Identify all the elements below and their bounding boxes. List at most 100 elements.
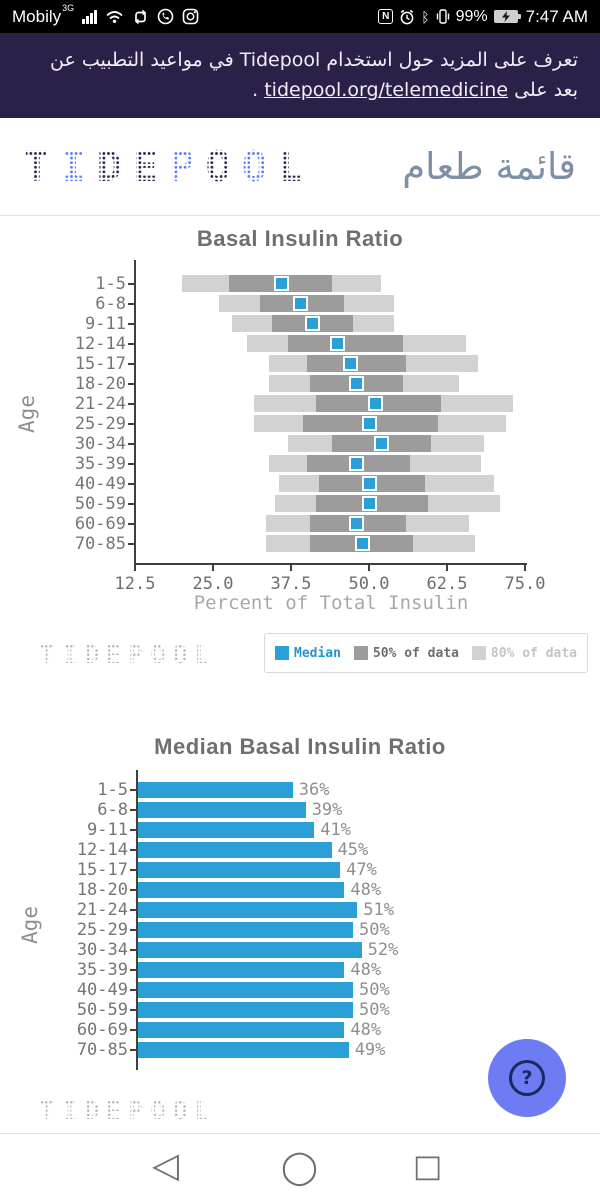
y-tick-mark xyxy=(128,282,134,285)
age-label: 70-85 xyxy=(74,533,126,554)
median-marker xyxy=(361,476,377,491)
legend-label: 80% of data xyxy=(490,645,577,661)
y-tick-mark xyxy=(130,849,136,851)
age-label: 12-14 xyxy=(76,840,128,860)
logo-letter: L xyxy=(278,142,315,191)
y-tick-mark xyxy=(128,422,134,425)
age-label: 35-39 xyxy=(76,960,128,980)
y-tick-mark xyxy=(130,1029,136,1031)
median-marker xyxy=(361,416,377,431)
age-label: 30-34 xyxy=(74,433,126,454)
telemedicine-link[interactable]: tidepool.org/telemedicine xyxy=(264,79,509,102)
legend-item: 80% of data xyxy=(471,645,577,661)
x-tick-label: 12.5 xyxy=(114,574,156,594)
logo-letter: O xyxy=(241,142,279,191)
telemedicine-banner: تعرف على المزيد حول استخدام Tidepool في … xyxy=(0,33,600,118)
y-tick-mark xyxy=(128,462,134,465)
y-tick-mark xyxy=(128,362,134,365)
median-marker xyxy=(367,396,383,411)
x-tick-mark xyxy=(368,565,370,571)
help-button[interactable]: ? xyxy=(488,1039,566,1117)
alarm-icon xyxy=(400,9,414,24)
x-tick-mark xyxy=(290,565,292,571)
age-label: 25-29 xyxy=(74,413,126,434)
tidepool-logo: TIDEPOOL xyxy=(24,142,314,191)
median-marker xyxy=(361,496,377,511)
median-bar xyxy=(138,1022,345,1038)
median-marker xyxy=(330,336,346,351)
age-label: 30-34 xyxy=(76,940,128,960)
y-tick-mark xyxy=(130,789,136,791)
median-marker xyxy=(305,316,321,331)
age-label: 50-59 xyxy=(76,1000,128,1020)
logo-letter: E xyxy=(132,142,170,191)
age-label: 6-8 xyxy=(97,800,128,820)
carrier-label: Mobily3G xyxy=(12,3,74,27)
y-tick-mark xyxy=(128,302,134,305)
carrier-name: Mobily xyxy=(12,6,62,26)
age-label: 21-24 xyxy=(74,393,126,414)
median-bar xyxy=(138,1002,353,1018)
y-tick-mark xyxy=(130,889,136,891)
x-axis-line xyxy=(134,563,527,565)
x-tick-label: 25.0 xyxy=(192,574,234,594)
legend-item: Median xyxy=(275,646,341,661)
status-bar: Mobily3G N xyxy=(0,0,600,33)
x-tick-label: 50.0 xyxy=(348,574,390,594)
legend-swatch xyxy=(353,646,368,660)
tidepool-watermark: TIDEPOOL xyxy=(40,640,217,669)
x-axis-title: Percent of Total Insulin xyxy=(193,592,469,614)
bar-value-label: 48% xyxy=(350,1020,382,1040)
legend-swatch xyxy=(471,646,486,660)
y-tick-mark xyxy=(128,522,134,525)
age-label: 18-20 xyxy=(76,880,128,900)
back-icon[interactable]: ◁ xyxy=(152,1145,179,1186)
instagram-icon xyxy=(182,8,198,25)
y-tick-mark xyxy=(128,442,134,445)
age-label: 50-59 xyxy=(74,493,126,514)
y-axis-line xyxy=(134,260,136,565)
x-tick-mark xyxy=(524,565,526,571)
android-nav-bar: ◁ ◯ □ xyxy=(0,1133,600,1200)
logo-letter: T xyxy=(24,142,61,191)
bar-value-label: 45% xyxy=(337,840,369,860)
y-tick-mark xyxy=(130,829,136,831)
battery-charging-icon xyxy=(493,10,521,23)
legend-swatch xyxy=(275,646,289,660)
bluetooth-icon: ᛒ xyxy=(421,8,430,25)
x-tick-mark xyxy=(446,565,448,571)
basal-insulin-ratio-boxplot: 12.5 25.0 37.5 50.0 62.5 75.0 Percent of Total… xyxy=(0,250,600,614)
age-label: 25-29 xyxy=(76,920,128,940)
bar-value-label: 41% xyxy=(320,820,352,840)
y-tick-mark xyxy=(130,929,136,931)
age-label: 6-8 xyxy=(95,293,126,314)
age-label: 35-39 xyxy=(74,453,126,474)
bar-value-label: 49% xyxy=(354,1040,386,1060)
y-tick-mark xyxy=(130,869,136,871)
y-tick-mark xyxy=(130,949,136,951)
logo-letter: D xyxy=(96,142,133,191)
recents-icon[interactable]: □ xyxy=(413,1147,443,1184)
y-tick-mark xyxy=(130,989,136,991)
bar-value-label: 47% xyxy=(346,860,377,880)
age-label: 40-49 xyxy=(76,980,128,1000)
bar-value-label: 39% xyxy=(311,800,343,820)
y-tick-mark xyxy=(130,1009,136,1011)
median-bar xyxy=(138,782,293,798)
median-bar xyxy=(138,822,315,838)
y-tick-mark xyxy=(128,322,134,325)
median-bar xyxy=(138,882,345,898)
x-tick-label: 37.5 xyxy=(270,574,312,594)
y-tick-mark xyxy=(130,969,136,971)
age-label: 18-20 xyxy=(74,373,126,394)
age-label: 70-85 xyxy=(76,1040,128,1060)
median-basal-insulin-bar-chart: Age 1-5 36% 6-8 39% 9-11 41% 12-14 45% 15-17 47% 18… xyxy=(0,765,600,1080)
age-label: 9-11 xyxy=(85,313,126,334)
legend-label: 50% of data xyxy=(372,645,459,661)
clock-time: 7:47 AM xyxy=(525,6,588,26)
chart-legend: Median 50% of data 80% of data xyxy=(264,633,588,673)
y-tick-mark xyxy=(128,402,134,405)
bar-value-label: 50% xyxy=(359,1000,390,1020)
home-icon[interactable]: ◯ xyxy=(281,1146,318,1186)
